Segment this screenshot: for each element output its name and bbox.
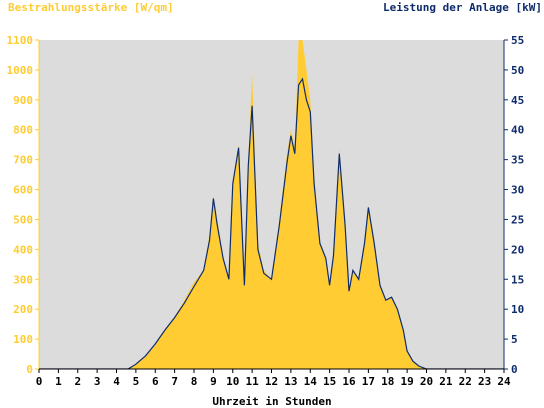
- x-tick-label: 22: [459, 375, 472, 388]
- left-axis-title: Bestrahlungsstärke [W/qm]: [8, 1, 174, 14]
- right-tick-label: 15: [511, 273, 524, 286]
- left-tick-label: 900: [13, 94, 33, 107]
- x-tick-label: 2: [74, 375, 81, 388]
- x-tick-label: 24: [497, 375, 511, 388]
- left-tick-label: 300: [13, 273, 33, 286]
- power-line: [39, 77, 504, 369]
- left-tick-label: 500: [13, 213, 33, 226]
- x-tick-label: 17: [362, 375, 375, 388]
- x-tick-label: 18: [381, 375, 394, 388]
- left-tick-label: 400: [13, 243, 33, 256]
- left-tick-label: 200: [13, 303, 33, 316]
- right-tick-label: 10: [511, 303, 524, 316]
- x-tick-label: 13: [284, 375, 297, 388]
- right-tick-label: 50: [511, 64, 524, 77]
- x-tick-label: 19: [401, 375, 414, 388]
- x-tick-label: 10: [226, 375, 239, 388]
- x-tick-label: 1: [55, 375, 62, 388]
- x-tick-label: 6: [152, 375, 159, 388]
- x-tick-label: 12: [265, 375, 278, 388]
- x-tick-label: 0: [36, 375, 43, 388]
- irradiance-area: [39, 40, 504, 369]
- x-tick-label: 16: [342, 375, 356, 388]
- x-tick-label: 21: [439, 375, 453, 388]
- x-tick-label: 14: [304, 375, 318, 388]
- right-tick-label: 5: [511, 333, 518, 346]
- left-tick-label: 0: [26, 363, 33, 376]
- right-tick-label: 45: [511, 94, 524, 107]
- x-tick-label: 7: [171, 375, 178, 388]
- x-tick-label: 9: [210, 375, 217, 388]
- right-tick-label: 0: [511, 363, 518, 376]
- x-tick-label: 8: [191, 375, 198, 388]
- x-tick-label: 20: [420, 375, 433, 388]
- left-tick-label: 1100: [7, 34, 34, 47]
- x-tick-label: 4: [113, 375, 120, 388]
- left-tick-label: 800: [13, 124, 33, 137]
- left-tick-label: 600: [13, 184, 33, 197]
- right-tick-label: 30: [511, 184, 524, 197]
- x-tick-label: 5: [133, 375, 140, 388]
- right-tick-label: 20: [511, 243, 524, 256]
- right-tick-label: 55: [511, 34, 524, 47]
- x-tick-label: 11: [246, 375, 260, 388]
- right-axis-title: Leistung der Anlage [kW]: [383, 1, 542, 14]
- right-tick-label: 40: [511, 124, 524, 137]
- left-tick-label: 100: [13, 333, 33, 346]
- x-axis-title: Uhrzeit in Stunden: [212, 395, 332, 408]
- x-tick-label: 15: [323, 375, 336, 388]
- x-tick-label: 23: [478, 375, 491, 388]
- left-tick-label: 1000: [7, 64, 34, 77]
- right-tick-label: 25: [511, 213, 524, 226]
- right-tick-label: 35: [511, 154, 524, 167]
- left-tick-label: 700: [13, 154, 33, 167]
- x-tick-label: 3: [94, 375, 101, 388]
